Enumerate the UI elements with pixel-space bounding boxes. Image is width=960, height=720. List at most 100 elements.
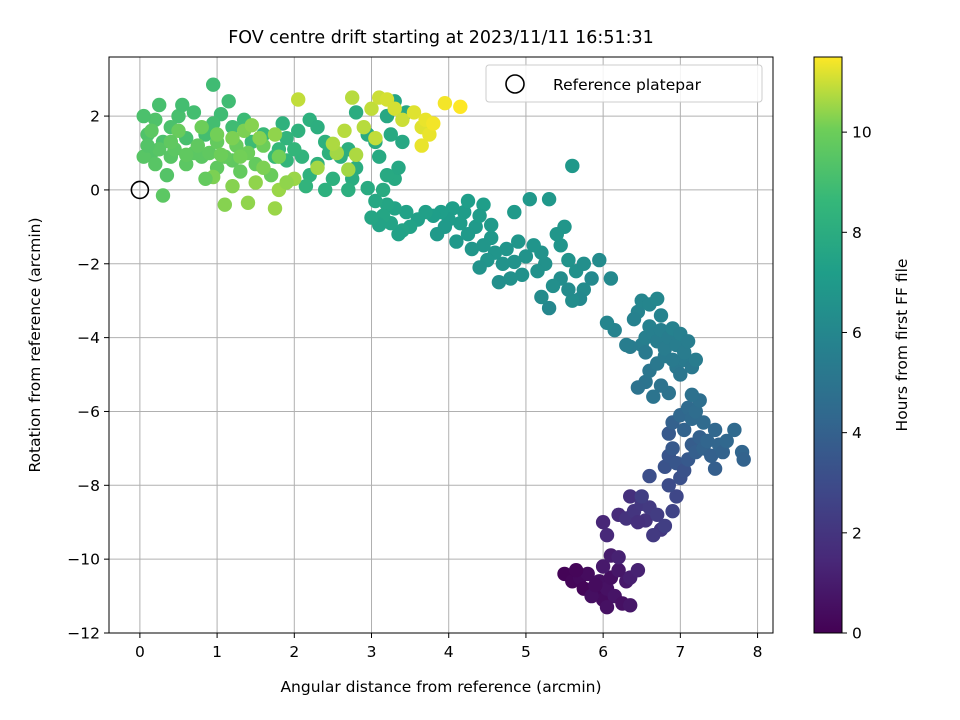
data-point: [599, 528, 615, 543]
y-tick-label: −4: [77, 329, 100, 347]
x-tick-label: 1: [212, 643, 222, 661]
data-point: [148, 156, 163, 172]
data-point: [244, 118, 259, 133]
data-point: [437, 96, 453, 111]
data-point: [136, 108, 151, 124]
data-point: [476, 238, 491, 253]
data-point: [206, 116, 221, 131]
data-point: [623, 489, 638, 504]
data-point: [159, 168, 175, 183]
data-point: [599, 600, 615, 615]
colorbar-ticks: 0 2 4 6 8 10: [842, 124, 872, 643]
data-point: [348, 147, 364, 162]
data-point: [657, 518, 673, 534]
data-point: [464, 241, 480, 257]
data-point: [391, 160, 406, 175]
data-point: [426, 116, 441, 131]
reference-platepar-marker: [130, 180, 150, 200]
data-point: [271, 149, 287, 164]
data-point: [217, 197, 232, 212]
data-point: [673, 367, 688, 382]
y-tick-label: −8: [77, 477, 100, 495]
data-point: [414, 138, 429, 153]
x-tick-label: 7: [675, 643, 685, 661]
data-point: [688, 404, 703, 419]
data-point: [603, 271, 619, 286]
data-point: [275, 116, 290, 131]
data-point: [163, 134, 178, 150]
data-point: [171, 123, 186, 138]
data-point: [291, 92, 306, 107]
data-point: [595, 559, 611, 574]
data-point: [650, 291, 665, 306]
data-point: [680, 334, 696, 349]
data-point: [503, 271, 518, 286]
data-point: [584, 588, 599, 604]
data-point: [453, 216, 468, 231]
legend-marker-icon: [505, 74, 525, 94]
data-point: [298, 179, 314, 194]
data-point: [310, 160, 325, 175]
data-point: [225, 179, 240, 194]
data-point: [715, 444, 730, 460]
data-point: [584, 271, 599, 286]
data-point: [186, 105, 202, 120]
data-point: [364, 101, 379, 116]
data-point: [665, 352, 680, 367]
data-point: [368, 193, 383, 209]
data-point: [337, 123, 352, 138]
data-point: [634, 489, 649, 504]
data-point: [545, 278, 561, 294]
data-point: [372, 149, 387, 164]
data-point: [287, 142, 302, 157]
data-point: [588, 577, 603, 593]
data-point: [561, 252, 576, 268]
y-tick-label: 2: [90, 108, 100, 126]
data-point: [457, 204, 472, 220]
data-point: [507, 204, 522, 220]
data-point: [341, 182, 356, 198]
data-point: [387, 101, 402, 116]
data-point: [553, 238, 568, 253]
x-axis-label: Angular distance from reference (arcmin): [280, 678, 601, 696]
data-point: [526, 238, 541, 253]
data-point: [476, 197, 491, 212]
data-point: [549, 227, 564, 242]
data-point: [522, 192, 537, 207]
data-point: [175, 97, 190, 113]
data-point: [472, 208, 487, 223]
data-point: [256, 160, 271, 175]
data-point: [677, 345, 692, 360]
data-point: [727, 422, 742, 438]
data-point: [318, 182, 333, 198]
data-point: [704, 448, 719, 463]
data-point: [209, 127, 225, 142]
data-point: [221, 94, 236, 109]
data-point: [179, 147, 194, 162]
data-point: [495, 256, 510, 271]
data-point: [576, 256, 591, 271]
data-point: [518, 249, 534, 264]
data-point: [341, 162, 356, 177]
y-tick-label: 0: [90, 181, 100, 199]
data-point: [422, 127, 437, 142]
data-point: [325, 171, 341, 186]
data-point: [375, 182, 391, 198]
data-point: [248, 175, 263, 190]
data-point: [665, 504, 680, 519]
data-point: [155, 188, 171, 203]
data-point: [136, 149, 151, 164]
data-point: [669, 489, 684, 504]
colorbar-tick-label: 10: [852, 124, 872, 142]
data-point: [568, 563, 584, 578]
data-point: [491, 275, 507, 290]
data-point: [719, 433, 734, 449]
data-point: [406, 105, 422, 120]
data-point: [252, 131, 267, 146]
legend-entry-label: Reference platepar: [553, 76, 702, 94]
x-tick-label: 0: [135, 643, 145, 661]
x-tick-label: 3: [367, 643, 377, 661]
legend-box: [485, 64, 763, 103]
data-point: [472, 260, 487, 275]
colorbar-tick-label: 2: [852, 524, 862, 542]
